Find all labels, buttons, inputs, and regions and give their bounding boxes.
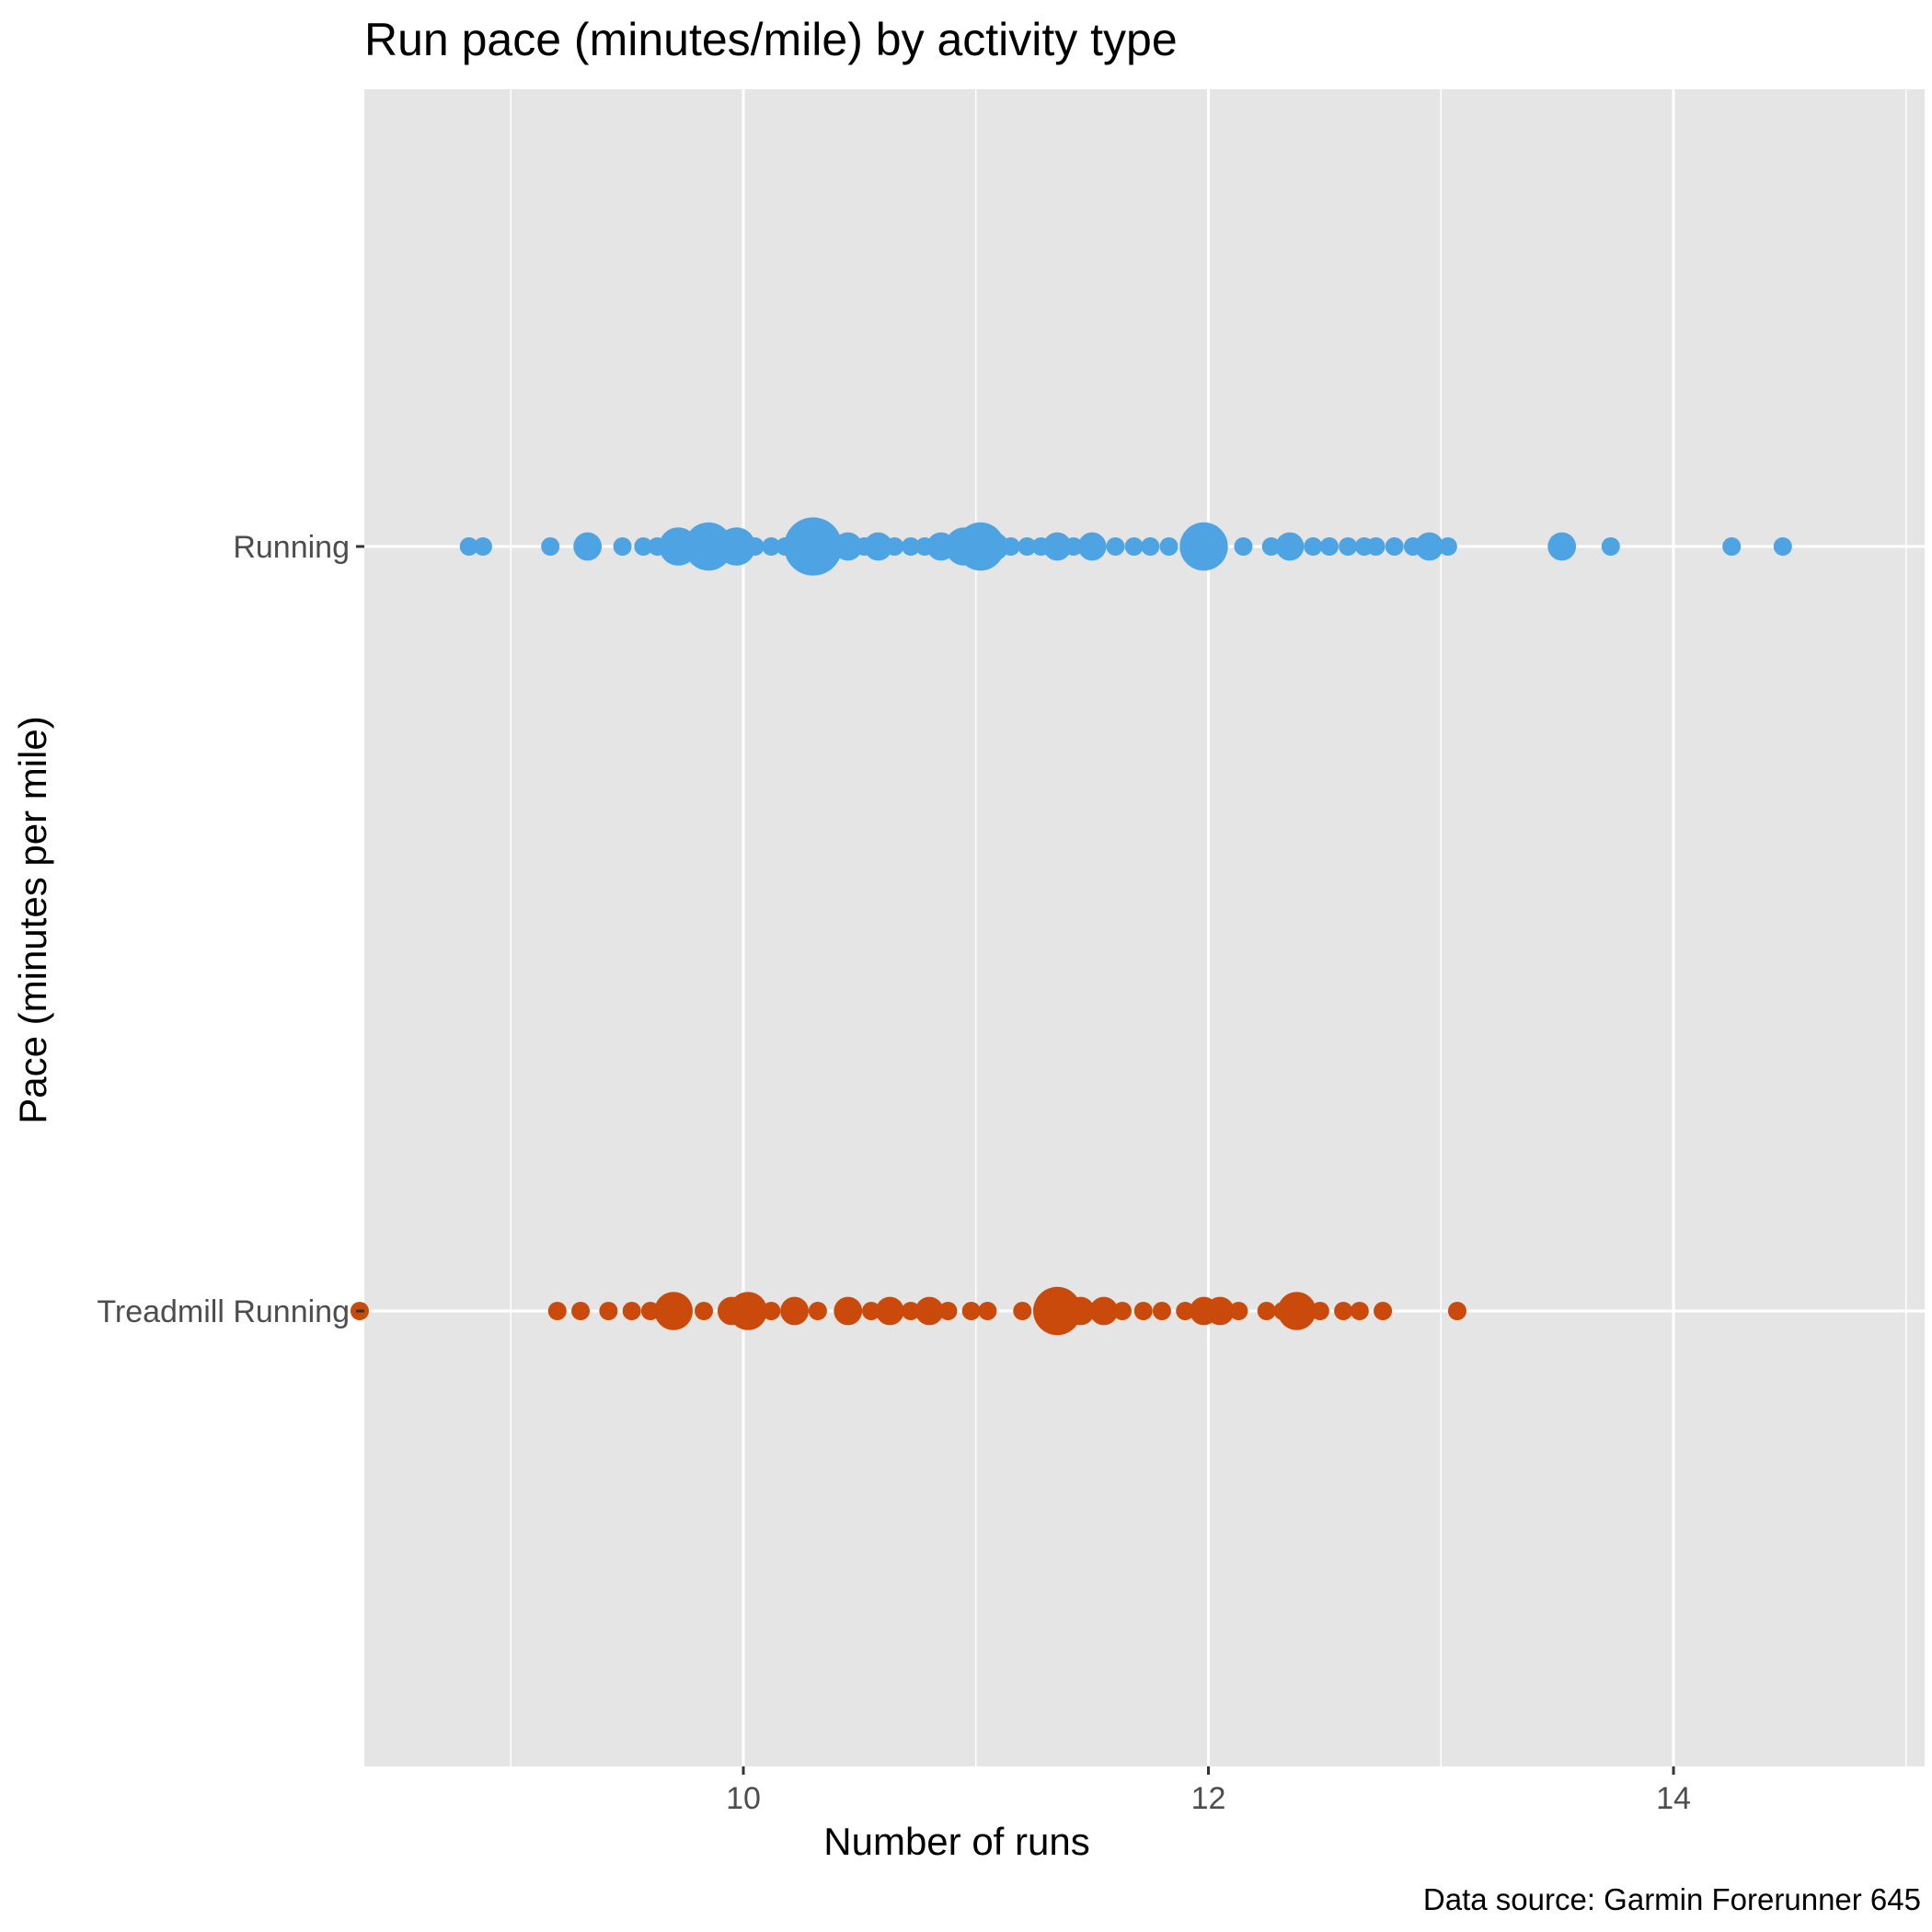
data-point [1334, 1302, 1353, 1320]
y-tick-label: Running [233, 530, 350, 565]
data-point [1722, 537, 1742, 556]
data-point [613, 537, 632, 556]
data-point [1176, 1302, 1195, 1320]
y-tick-label: Treadmill Running [97, 1294, 350, 1329]
data-point [875, 1296, 904, 1326]
data-point [547, 1302, 567, 1320]
data-point [961, 1302, 981, 1320]
x-axis: 10 12 14 [726, 1766, 1691, 1816]
data-point [938, 1302, 958, 1320]
data-point [573, 532, 603, 561]
data-point [1112, 1302, 1132, 1320]
data-point [980, 532, 1009, 561]
data-point [1179, 522, 1228, 571]
data-point [834, 532, 863, 561]
data-point [784, 517, 843, 576]
data-point [1133, 1302, 1153, 1320]
data-point [1304, 537, 1323, 556]
data-source-caption: Data source: Garmin Forerunner 645 [1422, 1882, 1921, 1916]
data-point [717, 527, 756, 566]
data-point [634, 537, 653, 556]
data-point [1319, 537, 1339, 556]
minor-gridlines [510, 89, 1907, 1766]
data-point [885, 537, 904, 556]
y-axis-title: Pace (minutes per mile) [11, 716, 54, 1124]
data-point [1438, 537, 1457, 556]
data-point [901, 537, 920, 556]
data-point [1547, 532, 1577, 561]
data-point [1106, 537, 1125, 556]
data-point [762, 537, 781, 556]
data-point [901, 1302, 920, 1320]
data-point [978, 1302, 997, 1320]
data-point [1066, 1296, 1095, 1326]
data-point [1374, 1302, 1393, 1320]
data-point [1261, 537, 1281, 556]
data-point [599, 1302, 618, 1320]
data-point [914, 1296, 944, 1326]
data-point [571, 1302, 591, 1320]
data-point [762, 1302, 781, 1320]
data-point [654, 1292, 693, 1330]
data-point [1205, 1296, 1235, 1326]
data-point [1257, 1302, 1276, 1320]
data-point [1234, 537, 1253, 556]
data-point [1447, 1302, 1466, 1320]
data-point [1159, 537, 1179, 556]
data-point [1277, 1292, 1317, 1330]
data-point [459, 537, 478, 556]
x-axis-title: Number of runs [823, 1820, 1090, 1863]
data-point [1064, 537, 1083, 556]
data-point [1033, 1286, 1082, 1336]
data-point [541, 537, 560, 556]
x-tick-label: 12 [1191, 1781, 1226, 1816]
data-point [1350, 1302, 1369, 1320]
data-point [1415, 532, 1444, 561]
data-points [350, 517, 1792, 1336]
plot-panel [364, 89, 1925, 1766]
data-point [695, 1302, 714, 1320]
data-point [862, 1302, 881, 1320]
data-point [780, 1296, 810, 1326]
data-point [1124, 537, 1144, 556]
data-point [1018, 537, 1037, 556]
data-point [473, 537, 492, 556]
x-tick-label: 10 [726, 1781, 761, 1816]
data-point [1229, 1302, 1248, 1320]
data-point [808, 1302, 827, 1320]
data-point [864, 532, 892, 561]
data-point [1089, 1296, 1119, 1326]
data-point [684, 522, 733, 571]
data-point [1042, 532, 1072, 561]
data-point [1601, 537, 1620, 556]
data-point [1275, 532, 1305, 561]
data-point [1366, 537, 1386, 556]
data-point [1141, 537, 1160, 556]
data-point [1310, 1302, 1329, 1320]
data-point [1385, 537, 1404, 556]
chart-title: Run pace (minutes/mile) by activity type [364, 14, 1178, 65]
data-point [834, 1296, 863, 1326]
data-point [1013, 1302, 1032, 1320]
x-tick-label: 14 [1656, 1781, 1691, 1816]
data-point [1001, 537, 1020, 556]
data-point [1152, 1302, 1171, 1320]
y-axis: Running Treadmill Running [97, 530, 364, 1329]
data-point [622, 1302, 641, 1320]
data-point [729, 1292, 767, 1330]
data-point [640, 1302, 660, 1320]
data-point [1773, 537, 1792, 556]
data-point [1077, 532, 1107, 561]
data-point [745, 537, 765, 556]
data-point [1339, 537, 1358, 556]
